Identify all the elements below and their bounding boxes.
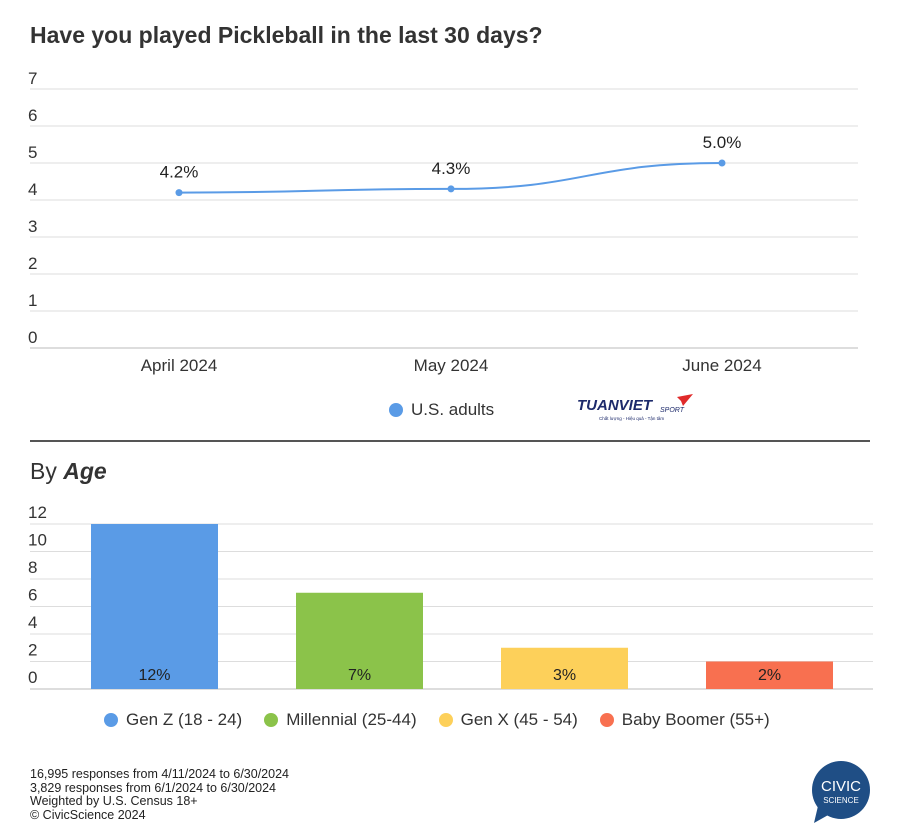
bar-label: 7% bbox=[348, 667, 371, 684]
footer-line: Weighted by U.S. Census 18+ bbox=[30, 794, 198, 808]
section-subtitle: By Age bbox=[30, 458, 107, 485]
y-tick-label: 3 bbox=[28, 217, 37, 236]
footer-line: 16,995 responses from 4/11/2024 to 6/30/… bbox=[30, 767, 289, 781]
x-tick-label: April 2024 bbox=[141, 356, 218, 375]
y-tick-label: 8 bbox=[28, 558, 37, 577]
bar bbox=[296, 592, 423, 689]
data-label: 5.0% bbox=[703, 133, 742, 152]
footer-line: 3,829 responses from 6/1/2024 to 6/30/20… bbox=[30, 780, 277, 795]
y-tick-label: 10 bbox=[28, 531, 47, 550]
bar-chart: 0 2 4 6 8 10 12 12% 7% 3% 2% bbox=[28, 503, 873, 690]
legend-swatch bbox=[264, 713, 279, 727]
legend-item: Gen X (45 - 54) bbox=[438, 710, 578, 730]
line-legend: U.S. adults bbox=[389, 400, 494, 420]
legend-item: Gen Z (18 - 24) bbox=[104, 710, 242, 730]
y-tick-label: 2 bbox=[28, 254, 37, 273]
section-divider bbox=[30, 440, 870, 442]
svg-text:TUANVIET: TUANVIET bbox=[577, 397, 654, 414]
data-point bbox=[718, 159, 726, 167]
y-tick-label: 2 bbox=[28, 641, 37, 660]
bar bbox=[501, 647, 628, 689]
data-label: 4.2% bbox=[160, 163, 199, 182]
bar-label: 2% bbox=[758, 667, 781, 684]
y-tick-label: 6 bbox=[28, 586, 37, 605]
data-point bbox=[175, 189, 183, 197]
data-label: 4.3% bbox=[432, 159, 471, 178]
legend-label: Gen X (45 - 54) bbox=[460, 710, 578, 729]
svg-text:SPORT: SPORT bbox=[660, 407, 685, 414]
legend-label: Millennial (25-44) bbox=[286, 710, 417, 729]
chart-title: Have you played Pickleball in the last 3… bbox=[30, 22, 543, 48]
y-tick-label: 6 bbox=[28, 106, 37, 125]
line-chart: 0 1 2 3 4 5 6 7 April 2024 May 2024 June 2024 4.2% 4… bbox=[28, 69, 858, 375]
svg-text:SCIENCE: SCIENCE bbox=[823, 796, 859, 805]
footer-line: © CivicScience 2024 bbox=[30, 807, 146, 822]
y-tick-label: 1 bbox=[28, 291, 37, 310]
y-tick-label: 12 bbox=[28, 503, 47, 522]
legend-swatch bbox=[104, 713, 118, 727]
subtitle-prefix: By bbox=[30, 458, 57, 484]
y-tick-label: 4 bbox=[28, 180, 37, 199]
bar-label: 12% bbox=[138, 667, 170, 684]
civicscience-logo: CIVIC SCIENCE bbox=[812, 761, 870, 823]
legend-label: Baby Boomer (55+) bbox=[621, 710, 770, 729]
bar bbox=[706, 661, 833, 689]
bar-label: 3% bbox=[553, 667, 576, 684]
bar bbox=[91, 524, 218, 689]
legend-swatch bbox=[599, 713, 614, 727]
svg-text:Chất lượng - Hiệu quả - Tận tâ: Chất lượng - Hiệu quả - Tận tâm bbox=[599, 416, 664, 421]
subtitle-emph: Age bbox=[63, 458, 107, 484]
y-tick-label: 0 bbox=[28, 328, 37, 347]
legend-label: Gen Z (18 - 24) bbox=[126, 710, 243, 729]
x-tick-label: June 2024 bbox=[682, 356, 761, 375]
x-tick-label: May 2024 bbox=[414, 356, 489, 375]
tuanviet-logo: TUANVIET SPORT Chất lượng - Hiệu quả - T… bbox=[577, 393, 697, 423]
y-tick-label: 4 bbox=[28, 613, 37, 632]
legend-label: U.S. adults bbox=[411, 400, 495, 419]
y-tick-label: 5 bbox=[28, 143, 37, 162]
legend-item: Baby Boomer (55+) bbox=[599, 710, 770, 730]
y-tick-label: 0 bbox=[28, 668, 37, 687]
svg-text:CIVIC: CIVIC bbox=[821, 778, 861, 795]
legend-swatch bbox=[438, 713, 453, 727]
footer-notes: 16,995 responses from 4/11/2024 to 6/30/… bbox=[30, 767, 289, 822]
bar-legend: Gen Z (18 - 24) Millennial (25-44) Gen X (… bbox=[104, 710, 770, 730]
legend-item: Millennial (25-44) bbox=[264, 710, 417, 730]
data-point bbox=[447, 185, 455, 193]
legend-swatch bbox=[389, 403, 403, 417]
y-tick-label: 7 bbox=[28, 69, 37, 88]
